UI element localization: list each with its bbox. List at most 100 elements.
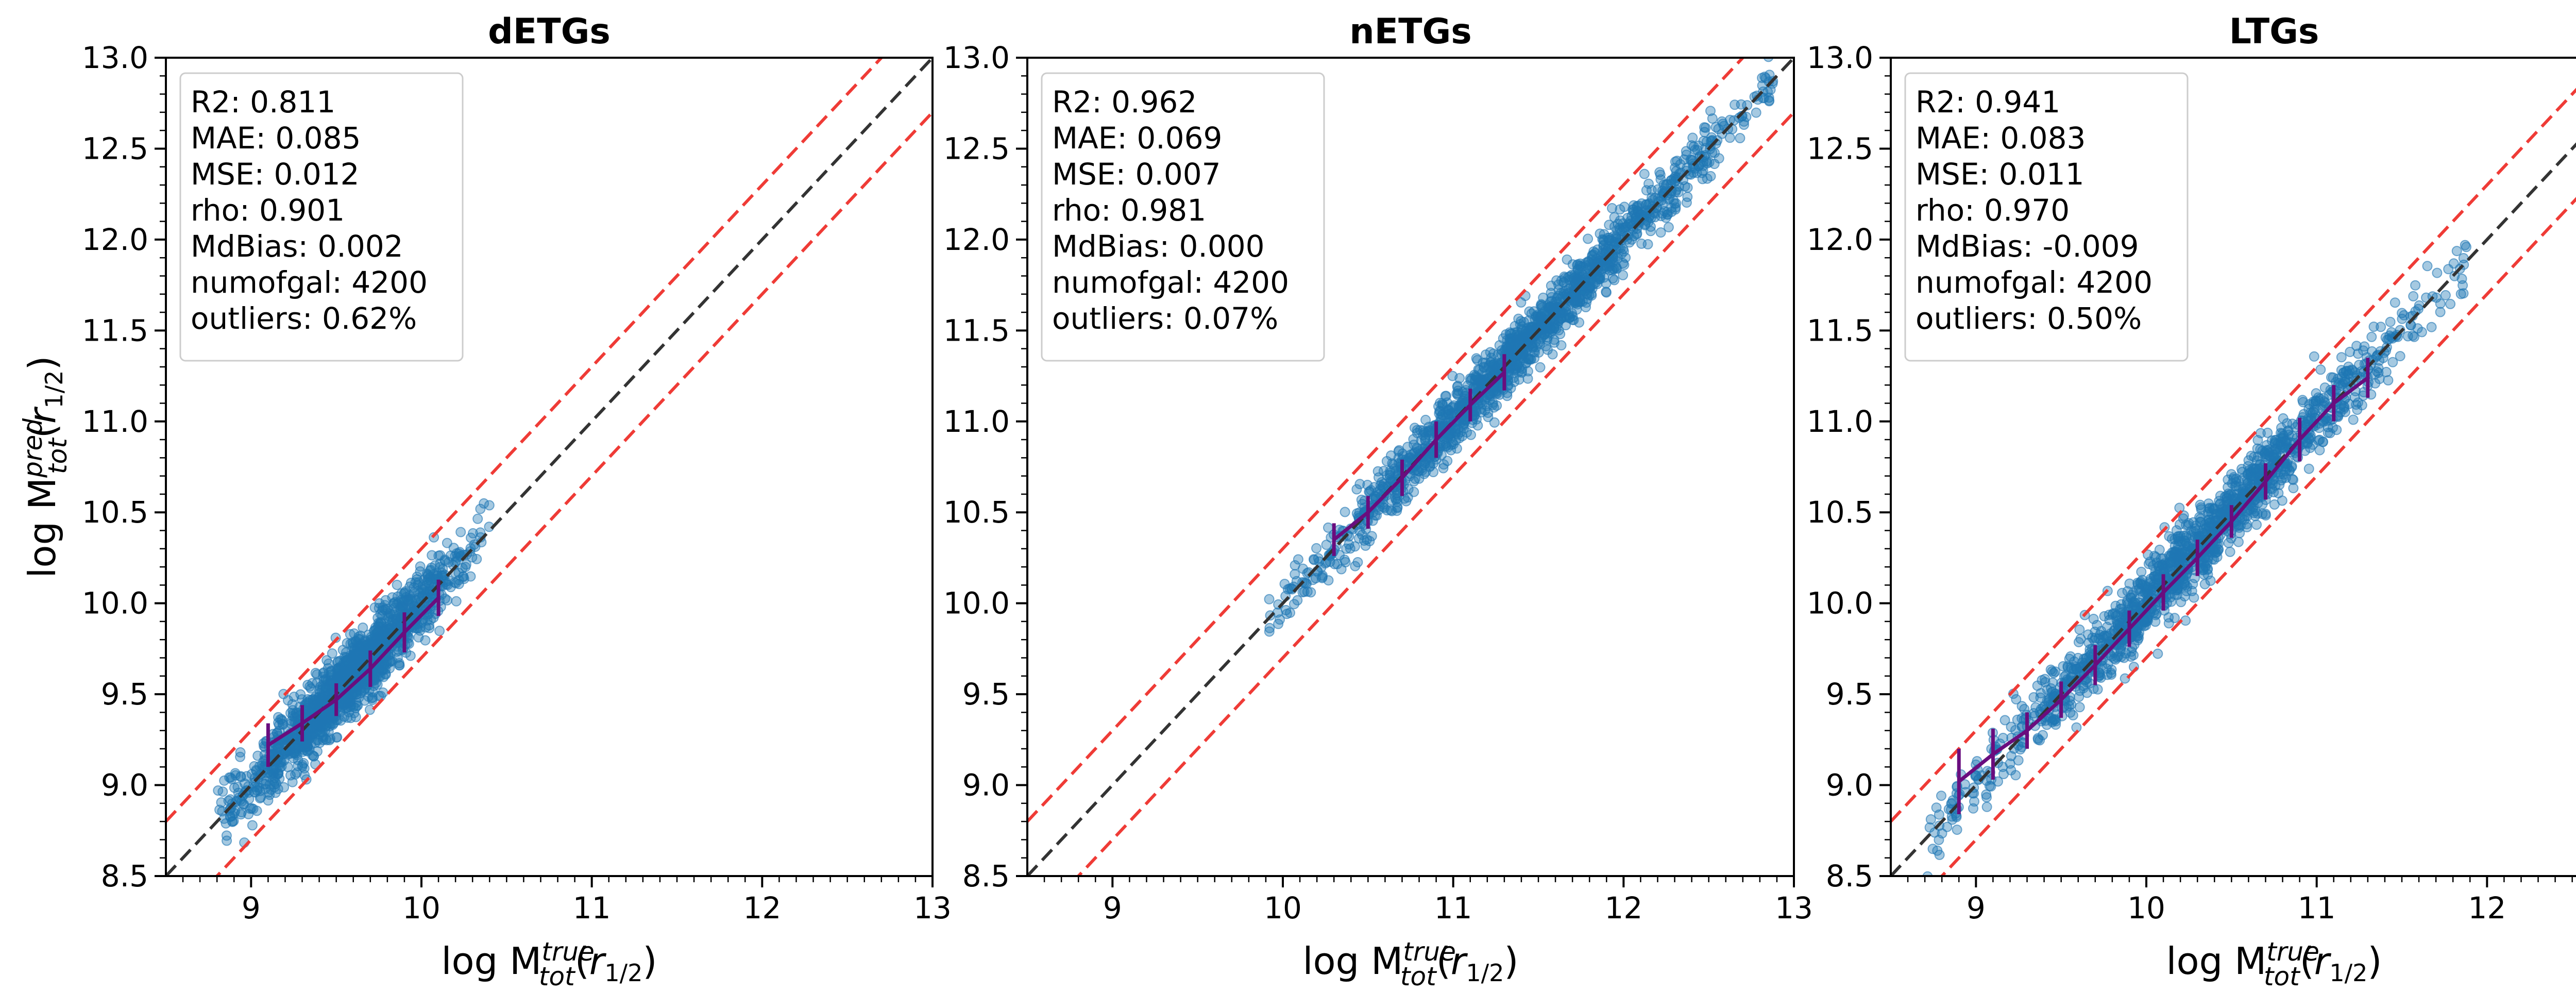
data-point xyxy=(1414,473,1425,484)
data-point xyxy=(1690,144,1700,155)
data-point xyxy=(372,679,383,690)
stats-box-frame xyxy=(179,72,464,362)
data-point xyxy=(1453,388,1463,399)
data-point xyxy=(2422,261,2433,272)
data-point xyxy=(1504,333,1515,344)
data-point xyxy=(1682,182,1693,193)
data-point xyxy=(1663,222,1674,232)
data-point xyxy=(2269,499,2280,510)
data-point xyxy=(1659,206,1670,216)
data-point xyxy=(1487,399,1498,410)
data-point xyxy=(1425,458,1435,468)
data-point xyxy=(2252,435,2263,446)
data-point xyxy=(1931,802,1942,813)
data-point xyxy=(2073,637,2084,648)
y-tick-label: 11.5 xyxy=(943,313,1010,348)
panel-title: nETGs xyxy=(1349,11,1472,52)
data-point xyxy=(1340,507,1350,517)
data-point xyxy=(1264,623,1275,633)
data-point xyxy=(302,680,313,691)
data-point xyxy=(2366,331,2377,342)
data-point xyxy=(232,782,243,793)
panel-netgs: nETGs 9 10 11 12 138.59.09.510.010.511.011.5… xyxy=(943,11,1813,991)
data-point xyxy=(2233,536,2244,547)
y-tick-label: 11.0 xyxy=(943,404,1010,439)
x-tick-label: 11 xyxy=(573,890,611,926)
data-point xyxy=(434,562,445,573)
data-point xyxy=(1350,561,1361,571)
data-point xyxy=(310,668,321,678)
data-point xyxy=(1583,262,1594,273)
data-point xyxy=(2005,758,2015,769)
data-point xyxy=(1563,310,1574,321)
data-point xyxy=(343,697,353,708)
y-tick-label: 10.5 xyxy=(943,495,1010,530)
data-point xyxy=(1378,481,1389,492)
data-point xyxy=(1332,559,1343,569)
data-point xyxy=(1273,618,1284,629)
data-point xyxy=(2251,519,2262,530)
data-point xyxy=(1311,543,1322,553)
data-point xyxy=(1264,626,1275,637)
stat-line: rho: 0.901 xyxy=(191,193,345,228)
data-point xyxy=(1615,204,1625,215)
data-point xyxy=(2432,267,2443,278)
data-point xyxy=(2067,710,2078,720)
data-point xyxy=(414,592,425,603)
data-point xyxy=(2461,242,2471,253)
data-point xyxy=(2011,694,2022,704)
data-point xyxy=(1535,362,1546,373)
data-point xyxy=(405,650,416,661)
data-point xyxy=(2440,290,2451,300)
data-point xyxy=(471,553,482,564)
x-tick-label: 10 xyxy=(402,890,440,926)
data-point xyxy=(1538,292,1549,303)
data-point xyxy=(468,528,478,539)
data-point xyxy=(2065,651,2076,662)
data-point xyxy=(287,777,298,787)
data-point xyxy=(1390,493,1401,503)
data-point xyxy=(2408,291,2419,301)
data-point xyxy=(435,550,446,561)
stat-line: MSE: 0.012 xyxy=(191,157,360,192)
data-point xyxy=(1603,241,1614,252)
y-tick-label: 12.0 xyxy=(82,222,148,257)
data-point xyxy=(2317,436,2328,447)
y-tick-label: 11.0 xyxy=(82,404,148,439)
data-point xyxy=(312,746,323,757)
data-point xyxy=(2196,504,2207,515)
data-point xyxy=(1409,486,1419,497)
data-point xyxy=(1281,609,1292,619)
data-point xyxy=(264,789,275,800)
x-tick-label: 9 xyxy=(242,890,261,926)
data-point xyxy=(2121,648,2131,659)
data-point xyxy=(1998,769,2009,779)
y-tick-label: 11.5 xyxy=(82,313,148,348)
data-point xyxy=(1357,499,1368,510)
data-point xyxy=(1466,429,1476,440)
data-point xyxy=(1472,420,1483,431)
data-point xyxy=(308,702,318,713)
data-point xyxy=(2426,322,2437,332)
data-point xyxy=(1547,325,1557,336)
data-point xyxy=(1655,227,1666,238)
data-point xyxy=(1707,113,1718,124)
data-point xyxy=(295,689,306,700)
y-tick-label: 10.0 xyxy=(82,586,148,621)
data-point xyxy=(2456,274,2467,284)
data-point xyxy=(2038,730,2048,741)
data-point xyxy=(313,695,324,705)
data-point xyxy=(2383,375,2394,385)
data-point xyxy=(1735,133,1745,143)
data-point xyxy=(2187,585,2197,596)
data-point xyxy=(2288,475,2299,485)
data-point xyxy=(350,703,361,713)
data-point xyxy=(321,655,332,666)
data-point xyxy=(2445,298,2456,309)
data-point xyxy=(2382,334,2393,345)
plot-area: 9101112138.59.09.510.010.511.011.512.012… xyxy=(1807,40,2576,991)
data-point xyxy=(1489,417,1500,428)
x-tick-label: 13 xyxy=(1775,890,1813,926)
